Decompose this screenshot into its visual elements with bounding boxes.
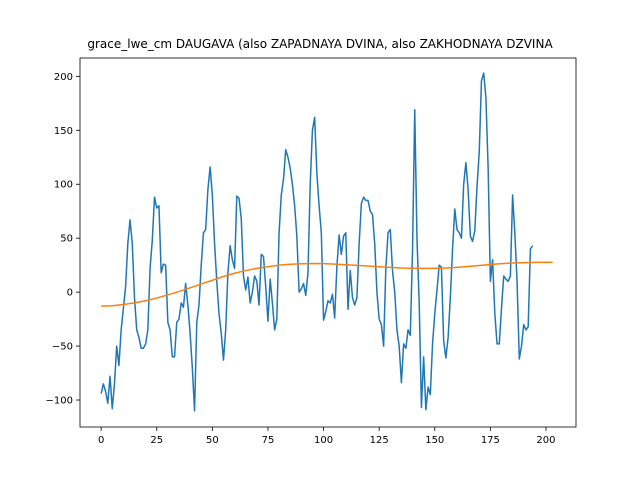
y-tick-label: 150 [54,126,73,137]
x-tick-label: 150 [425,435,444,446]
y-tick-label: −50 [52,342,73,353]
y-tick-label: 50 [60,234,73,245]
series-line-2 [101,261,553,307]
x-tick-label: 200 [536,435,555,446]
x-tick-label: 25 [150,435,163,446]
plot-area [80,58,576,427]
y-tick-label: 200 [54,72,73,83]
axes-layer: 0 25 50 75 100 125 150 175 200 −100 −50 0 50 100 150 20… [46,72,556,446]
x-tick-label: 0 [98,435,104,446]
y-tick-label: −100 [46,396,73,407]
x-tick-label: 75 [262,435,275,446]
y-tick-label: 0 [67,288,73,299]
x-tick-label: 50 [206,435,219,446]
x-tick-label: 125 [370,435,389,446]
x-tick-label: 100 [314,435,333,446]
x-tick-label: 175 [481,435,500,446]
series-line-1 [100,72,534,412]
plot-frame [79,57,577,428]
series-layer [100,72,553,412]
chart-title: grace_lwe_cm DAUGAVA (also ZAPADNAYA DVI… [87,37,553,51]
y-tick-label: 100 [54,180,73,191]
